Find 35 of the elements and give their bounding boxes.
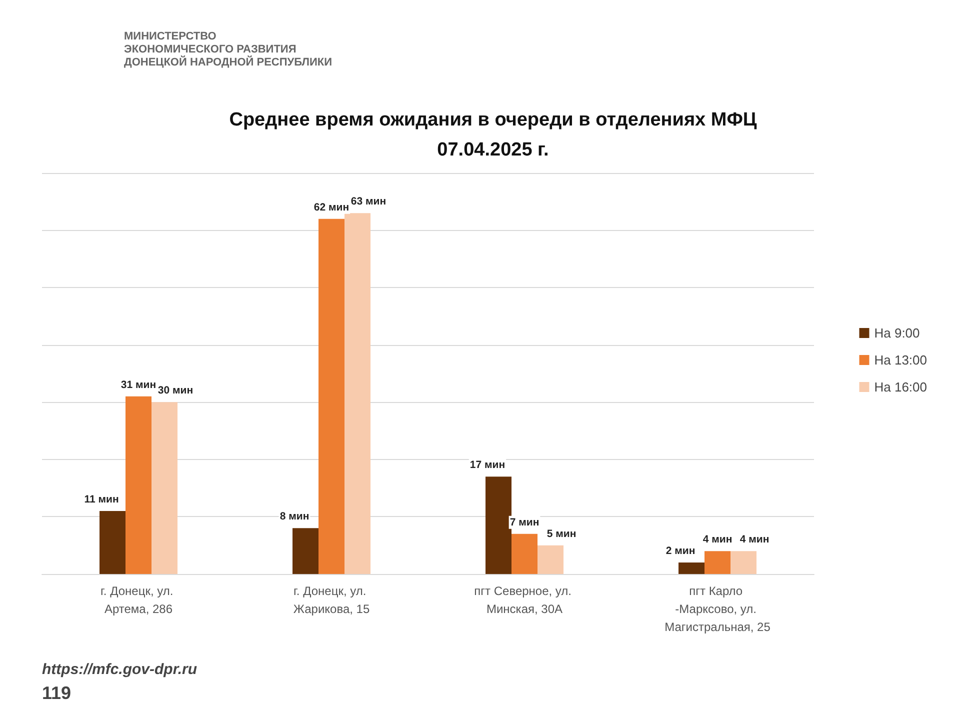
bar [318, 218, 344, 574]
bar [344, 213, 370, 574]
bar [152, 402, 178, 574]
data-label: 62 мин [314, 201, 350, 214]
x-tick-label: пгт Северное, ул. Минская, 30А [474, 584, 575, 616]
data-label: 17 мин [470, 459, 506, 472]
legend-label: На 16:00 [874, 380, 928, 394]
data-label: 2 мин [666, 545, 696, 558]
legend-label: На 13:00 [874, 352, 928, 368]
data-label: 5 мин [546, 528, 576, 540]
bar [704, 551, 730, 574]
x-tick-label: пгт Карло -Марксово, ул. Магистральная, 25 [664, 584, 771, 634]
bar [730, 551, 756, 574]
bar [678, 562, 704, 574]
data-label: 30 мин [158, 384, 194, 397]
bar [512, 534, 538, 574]
text: МИНИСТЕРСТВО ЭКОНОМИЧЕСКОГО РАЗВИТИЯ ДОНЕЦКОЙ НАРОДНОЙ РЕСПУБЛИКИ [124, 30, 332, 68]
bar [538, 545, 564, 574]
data-label: 63 мин [350, 196, 386, 208]
data-label: 31 мин [120, 378, 156, 391]
data-label: 8 мин [280, 510, 310, 523]
x-tick-label: г. Донецк, ул. Жарикова, 15 [293, 584, 370, 616]
x-tick-label: г. Донецк, ул. Артема, 286 [100, 584, 177, 616]
bar [292, 528, 318, 574]
data-label: 11 мин [84, 493, 119, 506]
data-label: 4 мин [702, 534, 732, 546]
text: 119 [42, 683, 72, 703]
legend-label: На 9:00 [874, 326, 920, 340]
bar [486, 476, 512, 574]
chart-title: Среднее время ожидания в очереди в отделениях МФЦ 07.04.2025 г. [229, 110, 757, 160]
data-label: 4 мин [740, 534, 770, 546]
text: https://mfc.gov-dpr.ru [42, 661, 197, 678]
bar [126, 396, 152, 574]
data-label: 7 мин [510, 516, 540, 528]
bar [100, 510, 126, 574]
